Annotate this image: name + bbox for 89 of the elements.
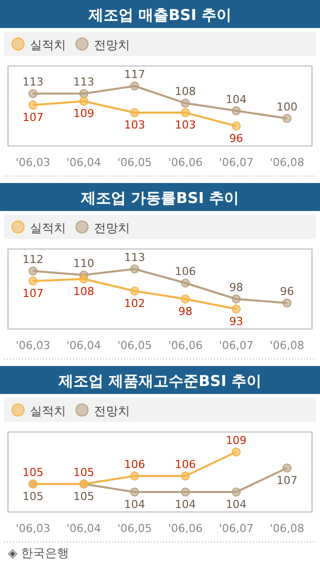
point <box>79 96 88 106</box>
point <box>180 488 190 496</box>
x-tick-label: '06,07 <box>218 339 254 352</box>
chart-title: 제조업 매출BSI 추이 <box>87 6 232 24</box>
data-label: 108 <box>73 285 94 298</box>
point <box>232 304 241 314</box>
point <box>232 488 241 496</box>
point <box>282 298 292 308</box>
data-label: 109 <box>226 434 247 447</box>
x-tick-label: '06,05 <box>117 522 152 535</box>
data-label: 98 <box>229 281 244 294</box>
point <box>130 472 140 480</box>
point <box>180 472 190 480</box>
data-label: 98 <box>178 305 192 318</box>
legend-label: 실적치 <box>30 221 66 235</box>
point <box>130 264 140 274</box>
data-label: 105 <box>73 490 94 503</box>
x-tick-label: '06,06 <box>168 522 203 535</box>
legend-label: 전망치 <box>94 404 130 418</box>
chart-title: 제조업 제품재고수준BSI 추이 <box>57 372 262 390</box>
data-label: 103 <box>174 118 196 132</box>
point <box>28 266 38 276</box>
x-tick-label: '06,03 <box>16 522 50 535</box>
data-label: 105 <box>22 490 44 503</box>
data-label: 108 <box>174 85 196 98</box>
point <box>28 276 38 286</box>
data-label: 106 <box>124 458 146 471</box>
data-label: 96 <box>280 285 294 298</box>
point <box>180 278 190 288</box>
x-tick-label: '06,05 <box>117 339 152 352</box>
data-label: 104 <box>124 498 146 511</box>
x-tick-label: '06,08 <box>270 339 304 352</box>
point <box>232 294 241 304</box>
x-tick-label: '06,06 <box>168 156 203 169</box>
x-tick-label: '06,04 <box>66 522 102 535</box>
data-label: 102 <box>124 297 146 310</box>
data-label: 113 <box>73 76 94 89</box>
point <box>130 488 140 496</box>
point <box>232 448 241 456</box>
data-label: 104 <box>226 498 247 511</box>
x-tick-label: '06,08 <box>270 522 304 535</box>
legend-label: 실적치 <box>30 404 66 418</box>
data-label: 107 <box>22 111 44 124</box>
chart-title: 제조업 가동률BSI 추이 <box>80 189 240 207</box>
point <box>180 108 190 118</box>
text: ◈ 한국은행 <box>8 546 70 560</box>
data-label: 96 <box>229 132 244 145</box>
data-label: 104 <box>226 92 247 106</box>
point <box>130 286 140 296</box>
point <box>232 122 241 130</box>
data-label: 105 <box>22 466 44 479</box>
x-tick-label: '06,04 <box>66 156 102 169</box>
point <box>232 106 241 116</box>
point <box>79 89 88 98</box>
point <box>180 98 190 108</box>
x-tick-label: '06,03 <box>16 339 50 352</box>
data-label: 117 <box>124 68 146 81</box>
data-label: 109 <box>73 107 94 120</box>
data-label: 113 <box>124 251 146 264</box>
x-tick-label: '06,07 <box>218 156 254 169</box>
data-label: 112 <box>22 253 44 266</box>
data-label: 100 <box>276 100 298 114</box>
x-tick-label: '06,07 <box>218 522 254 535</box>
point <box>28 89 38 98</box>
x-tick-label: '06,06 <box>168 339 203 352</box>
data-label: 105 <box>73 466 94 479</box>
point <box>282 114 292 123</box>
point <box>130 82 140 90</box>
point <box>180 294 190 304</box>
data-label: 93 <box>229 315 244 328</box>
data-label: 106 <box>174 458 196 471</box>
data-label: 104 <box>174 498 196 511</box>
point <box>28 100 38 110</box>
point <box>79 274 88 284</box>
legend-label: 전망치 <box>94 38 130 52</box>
data-label: 106 <box>174 265 196 278</box>
legend-label: 실적치 <box>30 38 66 52</box>
data-label: 110 <box>73 257 94 270</box>
point <box>282 464 292 472</box>
x-tick-label: '06,08 <box>270 156 304 169</box>
data-label: 113 <box>22 76 44 89</box>
legend-label: 전망치 <box>94 221 130 235</box>
x-tick-label: '06,04 <box>66 339 102 352</box>
data-label: 103 <box>124 118 146 132</box>
data-label: 107 <box>276 474 298 487</box>
x-tick-label: '06,03 <box>16 156 50 169</box>
x-tick-label: '06,05 <box>117 156 152 169</box>
data-label: 107 <box>22 287 44 300</box>
point <box>130 108 140 118</box>
